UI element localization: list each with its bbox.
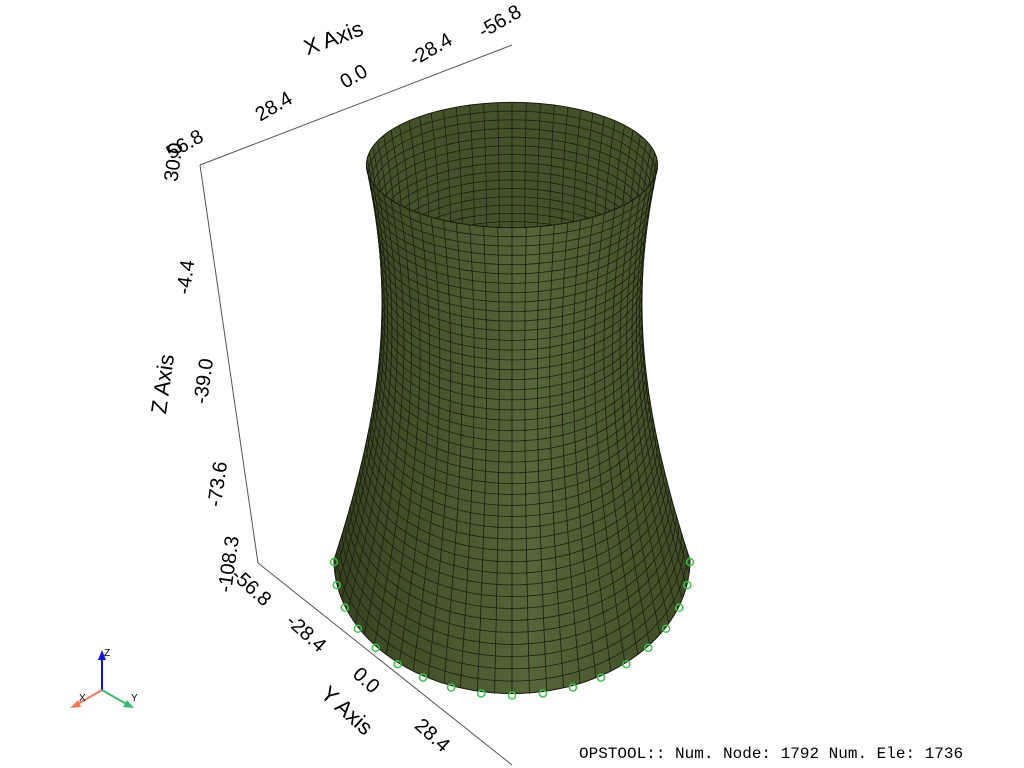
mesh-meridian: [354, 194, 398, 623]
support-marker: [476, 689, 486, 698]
support-marker: [507, 691, 517, 700]
interior-meridian: [494, 102, 500, 228]
mesh-meridian: [443, 222, 463, 684]
interior-meridian: [612, 125, 650, 228]
support-marker: [685, 557, 695, 567]
support-marker: [622, 660, 631, 669]
interior-meridian: [603, 120, 639, 228]
mesh-meridian: [427, 220, 452, 678]
interior-meridian: [549, 105, 565, 228]
interior-meridian: [561, 107, 581, 228]
interior-meridian: [572, 109, 597, 228]
support-marker: [393, 660, 402, 669]
mesh-meridian: [494, 227, 500, 693]
mesh-meridian: [626, 194, 670, 623]
support-marker: [596, 673, 606, 682]
z-axis-title: Z Axis: [146, 353, 179, 416]
orient-z: Z: [104, 648, 110, 659]
support-marker: [538, 689, 548, 698]
mesh-meridian: [398, 213, 430, 664]
y-tick-label: -28.4: [282, 610, 331, 657]
bounding-box: [199, 44, 513, 766]
mesh-meridian: [537, 226, 548, 691]
x-tick-label: 0.0: [336, 60, 371, 93]
orient-x: X: [79, 693, 86, 704]
interior-meridian: [476, 103, 488, 228]
interior-meridian: [374, 125, 412, 228]
status-text: OPSTOOL:: Num. Node: 1792 Num. Ele: 1736: [579, 745, 963, 763]
interior-meridian: [459, 105, 475, 228]
mesh-meridian: [374, 204, 412, 645]
interior-meridian: [626, 135, 658, 228]
support-marker: [340, 603, 349, 612]
mesh-meridian: [385, 209, 421, 655]
mesh-meridian: [639, 177, 687, 587]
mesh-meridian: [341, 183, 389, 599]
interior-meridian: [398, 116, 430, 228]
interior-meridian: [443, 107, 463, 228]
support-marker: [332, 580, 341, 590]
mesh-meridian: [619, 199, 661, 635]
tower-grid: [333, 164, 691, 694]
interior-meridian: [524, 102, 530, 228]
interior-meridian: [412, 112, 441, 228]
interior-meridian: [366, 135, 398, 228]
mesh-meridian: [583, 216, 612, 672]
interior-meridian: [619, 130, 658, 228]
y-tick-label: 28.4: [410, 714, 454, 756]
support-marker: [329, 557, 339, 567]
orientation-widget: Z X Y: [70, 648, 138, 708]
interior-meridian: [537, 103, 548, 228]
interior-meridian: [583, 112, 612, 228]
mesh-meridian: [594, 213, 626, 664]
mesh-meridian: [631, 188, 677, 612]
z-tick-label: -4.4: [173, 259, 200, 296]
mesh-meridian: [363, 199, 405, 635]
mesh-meridian: [572, 220, 597, 678]
orient-y: Y: [131, 693, 138, 704]
mesh-meridian: [561, 222, 581, 684]
tower-mesh: [329, 101, 695, 700]
support-marker: [353, 624, 363, 633]
mesh-meridian: [524, 227, 530, 693]
mesh-meridian: [459, 224, 475, 688]
x-axis-title: X Axis: [300, 16, 366, 60]
mesh-meridian: [347, 188, 393, 612]
x-tick-label: -56.8: [475, 1, 525, 43]
support-marker: [446, 683, 456, 692]
support-marker: [683, 580, 692, 590]
mesh-meridian: [641, 171, 690, 574]
z-tick-label: -39.0: [190, 357, 218, 405]
mesh-meridian: [476, 226, 488, 691]
interior-meridian: [385, 120, 421, 228]
support-marker: [661, 624, 671, 633]
mesh-meridian: [549, 224, 565, 688]
mesh-meridian: [412, 216, 441, 672]
interior-meridian: [594, 116, 626, 228]
support-marker: [675, 603, 684, 612]
interior-meridian: [427, 109, 452, 228]
x-tick-label: -28.4: [406, 29, 456, 71]
support-marker: [644, 643, 653, 653]
mesh-meridian: [636, 183, 683, 599]
support-marker: [371, 643, 380, 653]
mesh-meridian: [333, 164, 383, 561]
mesh-meridian: [612, 204, 650, 645]
z-tick-label: 30.0: [160, 141, 187, 183]
z-tick-label: -73.6: [204, 460, 232, 508]
y-tick-label: 0.0: [348, 663, 383, 698]
support-marker: [418, 673, 428, 682]
interior-meridian: [366, 130, 405, 228]
support-marker: [568, 683, 578, 692]
x-tick-label: 28.4: [252, 88, 297, 127]
mesh-meridian: [603, 209, 639, 655]
mesh-meridian: [337, 177, 385, 587]
